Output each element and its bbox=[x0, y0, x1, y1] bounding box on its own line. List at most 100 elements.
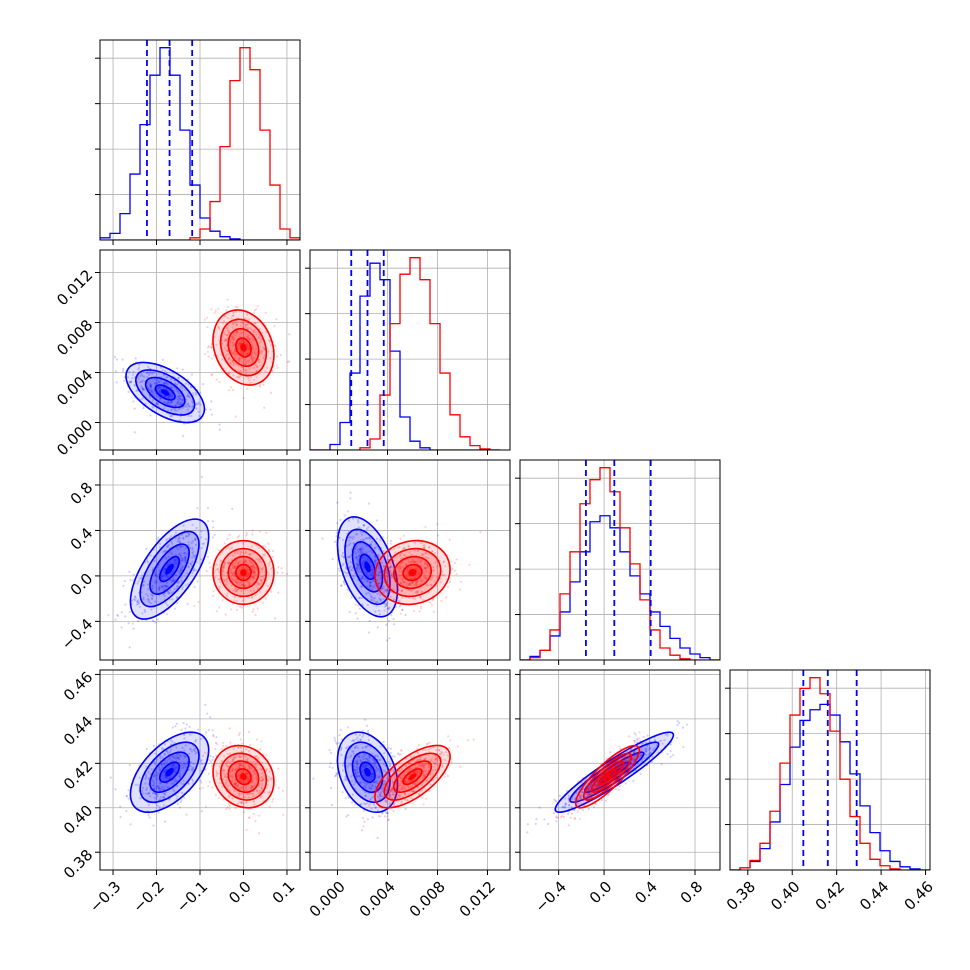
scatter-point bbox=[180, 533, 184, 536]
scatter-point bbox=[364, 782, 367, 785]
scatter-point bbox=[391, 780, 394, 783]
scatter-point bbox=[154, 786, 157, 789]
scatter-point bbox=[423, 764, 426, 767]
scatter-point bbox=[362, 556, 366, 560]
scatter-point bbox=[174, 757, 177, 760]
scatter-point bbox=[195, 407, 198, 410]
scatter-point bbox=[367, 729, 370, 732]
scatter-point bbox=[136, 783, 140, 786]
scatter-point bbox=[176, 383, 179, 386]
scatter-point bbox=[405, 582, 408, 585]
scatter-point bbox=[247, 359, 250, 362]
scatter-point bbox=[236, 376, 239, 379]
scatter-point bbox=[147, 791, 150, 795]
scatter-point bbox=[235, 589, 238, 593]
scatter-point bbox=[410, 756, 414, 759]
scatter-point bbox=[165, 387, 168, 390]
scatter-point bbox=[195, 526, 198, 530]
scatter-point bbox=[231, 759, 234, 762]
scatter-point bbox=[171, 542, 174, 545]
density-peak bbox=[240, 343, 247, 352]
scatter-point bbox=[249, 578, 252, 581]
scatter-point bbox=[151, 594, 154, 597]
scatter-point bbox=[369, 581, 372, 584]
scatter-point bbox=[225, 309, 228, 312]
scatter-point bbox=[175, 797, 178, 801]
scatter-point bbox=[229, 568, 232, 571]
scatter-point bbox=[184, 763, 187, 766]
scatter-point bbox=[191, 782, 194, 785]
scatter-point bbox=[156, 536, 160, 539]
scatter-point bbox=[180, 798, 183, 801]
scatter-point bbox=[224, 339, 228, 342]
scatter-point bbox=[370, 778, 374, 781]
scatter-point bbox=[213, 533, 216, 537]
scatter-point bbox=[404, 780, 407, 783]
scatter-point bbox=[261, 568, 264, 571]
scatter-point bbox=[403, 553, 406, 557]
scatter-point bbox=[348, 555, 351, 558]
scatter-point bbox=[448, 739, 452, 742]
scatter-point bbox=[136, 388, 139, 392]
scatter-point bbox=[259, 340, 262, 343]
scatter-point bbox=[389, 793, 392, 797]
scatter-point bbox=[369, 581, 372, 585]
scatter-point bbox=[376, 809, 380, 812]
scatter-point bbox=[244, 363, 247, 366]
scatter-point bbox=[444, 772, 447, 775]
scatter-point bbox=[156, 774, 159, 777]
scatter-point bbox=[247, 778, 250, 782]
scatter-point bbox=[154, 574, 157, 577]
scatter-point bbox=[223, 776, 226, 779]
scatter-point bbox=[396, 794, 400, 797]
scatter-point bbox=[167, 544, 170, 547]
scatter-point bbox=[376, 600, 379, 604]
scatter-point bbox=[340, 753, 343, 756]
scatter-point bbox=[172, 788, 175, 791]
scatter-point bbox=[197, 600, 200, 603]
scatter-points bbox=[351, 523, 482, 615]
scatter-point bbox=[366, 579, 369, 582]
scatter-point bbox=[220, 759, 223, 763]
scatter-point bbox=[225, 577, 228, 580]
scatter-point bbox=[147, 792, 150, 796]
scatter-point bbox=[192, 748, 195, 751]
scatter-point bbox=[366, 603, 369, 607]
density-fill bbox=[126, 362, 205, 423]
scatter-point bbox=[186, 403, 190, 406]
scatter-point bbox=[360, 586, 363, 589]
scatter-point bbox=[132, 627, 135, 630]
scatter-point bbox=[253, 309, 256, 312]
scatter-point bbox=[120, 611, 123, 614]
scatter-point bbox=[166, 590, 169, 593]
scatter-point bbox=[424, 561, 427, 564]
scatter-point bbox=[399, 612, 402, 615]
scatter-point bbox=[254, 820, 257, 823]
scatter-point bbox=[155, 573, 158, 576]
scatter-point bbox=[218, 328, 221, 331]
scatter-point bbox=[240, 780, 243, 783]
scatter-point bbox=[435, 576, 438, 579]
scatter-point bbox=[238, 583, 241, 586]
scatter-point bbox=[401, 578, 404, 582]
scatter-point bbox=[146, 588, 149, 591]
scatter-point bbox=[368, 755, 371, 758]
scatter-point bbox=[248, 583, 251, 587]
scatter-point bbox=[180, 569, 183, 572]
scatter-point bbox=[246, 352, 250, 355]
scatter-point bbox=[206, 519, 210, 523]
scatter-point bbox=[347, 764, 351, 767]
scatter-point bbox=[345, 747, 348, 750]
scatter-point bbox=[349, 491, 352, 494]
scatter-point bbox=[182, 721, 185, 725]
scatter-point bbox=[149, 554, 152, 557]
scatter-point bbox=[390, 790, 393, 793]
scatter-point bbox=[257, 558, 260, 561]
scatter-point bbox=[218, 777, 221, 780]
scatter-point bbox=[192, 568, 195, 572]
scatter-point bbox=[422, 598, 425, 601]
scatter-point bbox=[251, 785, 254, 788]
scatter-point bbox=[472, 738, 475, 741]
scatter-point bbox=[255, 557, 258, 560]
scatter-point bbox=[410, 576, 413, 579]
